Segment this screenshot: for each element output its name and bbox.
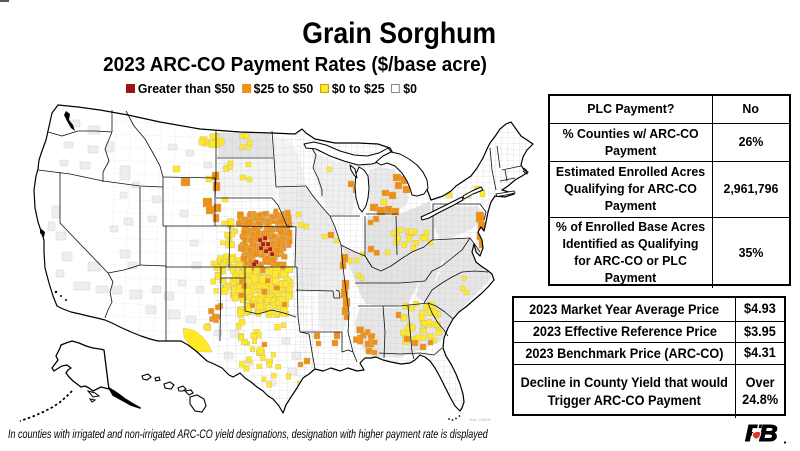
svg-text:FB: FB xyxy=(745,421,777,445)
svg-text:Esri, USGS: Esri, USGS xyxy=(470,417,491,422)
